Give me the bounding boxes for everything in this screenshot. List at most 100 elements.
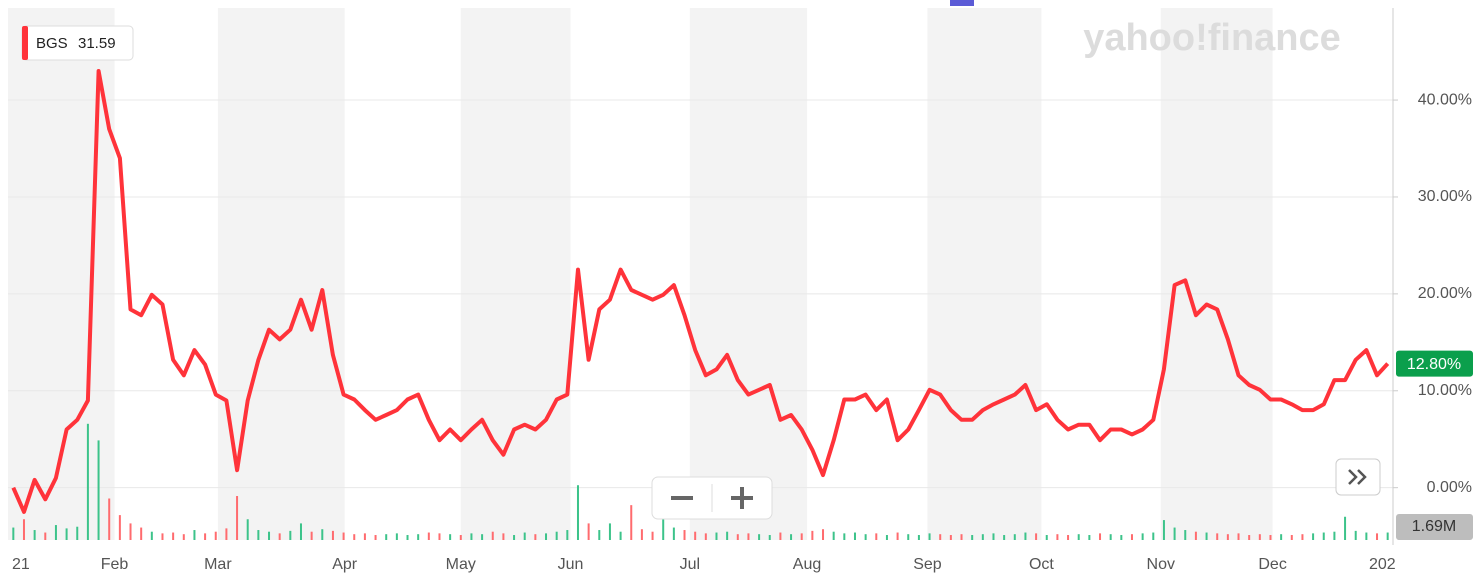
volume-bar: [1237, 533, 1240, 540]
volume-bar: [65, 528, 68, 540]
x-tick-label: 202: [1369, 556, 1396, 573]
volume-bar: [289, 530, 292, 540]
volume-bar: [44, 532, 47, 540]
volume-bar: [1067, 535, 1070, 540]
volume-bar: [555, 531, 558, 540]
volume-bar: [1269, 535, 1272, 540]
month-band: [1160, 8, 1273, 540]
volume-bar: [193, 530, 196, 540]
volume-bar: [331, 530, 334, 540]
volume-bar: [1344, 516, 1347, 540]
volume-bar: [395, 533, 398, 540]
volume-bar: [608, 523, 611, 540]
scroll-button[interactable]: [1335, 458, 1381, 496]
volume-bar: [1024, 532, 1027, 540]
volume-bar: [790, 534, 793, 540]
volume-bar: [949, 535, 952, 540]
volume-bar: [1109, 534, 1112, 540]
zoom-controls[interactable]: [651, 476, 773, 520]
volume-bar: [502, 533, 505, 540]
volume-bar: [236, 496, 239, 540]
volume-bar: [960, 534, 963, 540]
volume-bar: [1354, 530, 1357, 540]
volume-bar: [1205, 532, 1208, 540]
legend-symbol: BGS: [36, 35, 68, 52]
scroll-icon[interactable]: [1348, 469, 1367, 485]
volume-bar: [726, 531, 729, 540]
volume-bar: [438, 533, 441, 540]
volume-bar: [342, 532, 345, 540]
x-tick-label: Mar: [204, 556, 232, 573]
volume-bar: [896, 532, 899, 540]
volume-bar: [1248, 535, 1251, 540]
volume-bar: [268, 531, 271, 540]
volume-bar: [545, 533, 548, 540]
y-tick-label: 10.00%: [1418, 382, 1472, 399]
volume-bar: [129, 523, 132, 540]
plot: [11, 69, 1390, 514]
x-tick-label: 21: [12, 556, 30, 573]
volume-bar: [907, 534, 910, 540]
volume-bar: [758, 534, 761, 540]
volume-bar: [33, 530, 36, 540]
volume-bar: [449, 534, 452, 540]
volume-bar: [491, 531, 494, 540]
volume-bar: [1056, 534, 1059, 540]
volume-bar: [981, 534, 984, 540]
volume-bar: [917, 535, 920, 540]
month-band: [927, 8, 1042, 540]
volume-bar: [1365, 532, 1368, 540]
volume-bar: [1035, 533, 1038, 540]
volume-bar: [118, 515, 121, 540]
logo: yahoo!finance: [1083, 17, 1341, 59]
x-tick-label: Feb: [101, 556, 129, 573]
volume-bar: [832, 531, 835, 540]
volume-bar: [140, 527, 143, 540]
legend-price: 31.59: [78, 35, 116, 52]
volume-bar: [214, 531, 217, 540]
volume-bar: [683, 530, 686, 540]
volume-bar: [1141, 533, 1144, 540]
volume-bar: [939, 534, 942, 540]
volume-bar: [747, 533, 750, 540]
volume-bar: [76, 526, 79, 540]
volume-bar: [161, 533, 164, 540]
volume-bar: [54, 525, 57, 540]
legend: BGS 31.59: [21, 25, 134, 61]
scroll-box[interactable]: [1335, 458, 1381, 496]
y-tick-label: 30.00%: [1418, 188, 1472, 205]
volume-bar: [992, 533, 995, 540]
volume-bar: [182, 534, 185, 540]
volume-bar: [22, 519, 25, 540]
zoom-in-v[interactable]: [740, 487, 744, 509]
volume-bar: [1322, 532, 1325, 540]
zoom-out[interactable]: [671, 496, 693, 500]
volume-bar: [598, 530, 601, 540]
x-tick-label: Sep: [913, 556, 942, 573]
volume-bar: [1184, 530, 1187, 540]
volume-bar: [204, 533, 207, 540]
volume-bar: [1258, 534, 1261, 540]
volume-bar: [385, 534, 388, 540]
x-tick-label: Nov: [1147, 556, 1175, 573]
x-tick-label: Oct: [1029, 556, 1054, 573]
volume-bar: [1312, 533, 1315, 540]
volume-bar: [1013, 534, 1016, 540]
volume-bar: [971, 535, 974, 540]
indicator: [950, 0, 974, 6]
volume-tag-label: 1.69M: [1412, 518, 1456, 535]
volume-bar: [1280, 534, 1283, 540]
volume-bar: [576, 485, 579, 540]
series-line: [11, 69, 1390, 514]
current-tag: [1396, 350, 1473, 377]
volume-bar: [513, 535, 516, 540]
volume-bar: [257, 530, 260, 540]
volume-bar: [1173, 527, 1176, 540]
volume-bar: [278, 533, 281, 540]
volume-bar: [523, 532, 526, 540]
volume-bar: [587, 523, 590, 540]
volume-bar: [651, 531, 654, 540]
x-tick-label: Apr: [332, 556, 358, 573]
volume-bar: [1386, 532, 1389, 540]
